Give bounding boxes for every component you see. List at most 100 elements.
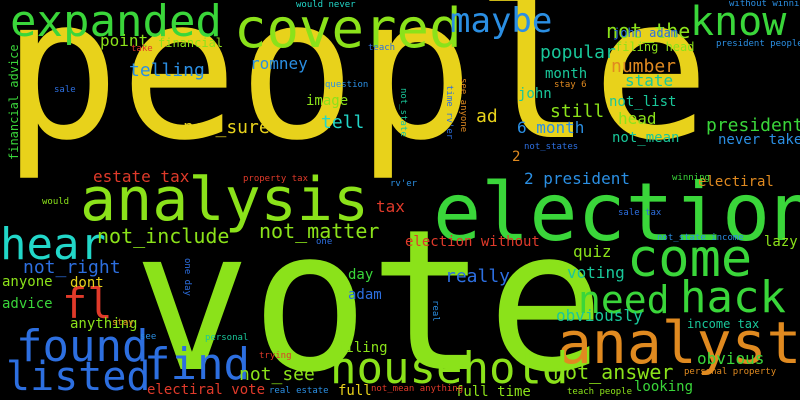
word: not_mean <box>612 130 680 146</box>
word: 2 <box>512 149 521 165</box>
word: dont <box>70 275 104 291</box>
word: see <box>140 332 157 342</box>
word: winning <box>672 173 710 183</box>
word: john <box>518 86 552 102</box>
word: lazy <box>764 234 798 250</box>
word: teach people <box>567 387 633 397</box>
word: trying <box>259 351 292 361</box>
word: know <box>690 0 787 45</box>
word: time rv'er <box>444 85 454 140</box>
word: tax <box>376 197 405 216</box>
word: maybe <box>450 1 553 41</box>
word: need <box>578 278 670 322</box>
word: anything <box>70 316 138 332</box>
word: electiral <box>698 174 774 190</box>
word: election without <box>405 234 540 250</box>
word: popular <box>540 42 616 63</box>
word: not_sure <box>183 117 270 138</box>
word: 2 president <box>524 169 630 188</box>
word: state <box>625 71 674 90</box>
word: 6 month <box>517 118 585 137</box>
word: ad <box>476 106 498 127</box>
word: point <box>100 31 149 50</box>
word: not_state income <box>657 233 744 243</box>
word: real <box>430 300 440 322</box>
word: anyone <box>2 274 53 290</box>
word: image <box>306 93 349 109</box>
word: stay <box>112 318 134 328</box>
word: never take <box>718 132 800 148</box>
word: would <box>42 197 70 207</box>
word: president <box>706 115 800 136</box>
word: voting <box>567 263 625 282</box>
word: not_right <box>23 257 121 278</box>
word: question <box>325 80 369 90</box>
word: really <box>445 266 511 287</box>
word: financial <box>158 36 224 50</box>
word: teach <box>368 43 396 53</box>
word: people <box>2 0 711 184</box>
word: romney <box>250 54 308 73</box>
word: election <box>433 166 800 259</box>
word: household <box>330 343 569 394</box>
word: not_include <box>97 224 230 248</box>
word: filing head <box>615 40 695 54</box>
word: find <box>144 339 250 390</box>
word: see anyone <box>458 78 468 133</box>
word: estate tax <box>93 167 190 186</box>
word: would never <box>296 0 356 10</box>
word: listed <box>6 354 151 400</box>
word: one day <box>182 258 192 296</box>
word: fl <box>62 279 113 328</box>
word: covered <box>234 0 462 60</box>
word: come <box>627 229 753 289</box>
word: still <box>550 101 605 122</box>
word: full time <box>455 384 531 400</box>
word: not_list <box>609 94 677 110</box>
word: without winning <box>729 0 800 9</box>
word: obvious <box>697 349 765 368</box>
word: analysis <box>80 165 369 235</box>
word: personal <box>205 333 249 343</box>
word: full <box>338 383 372 399</box>
word: not_see <box>239 364 315 385</box>
word: income tax <box>687 317 760 331</box>
word: sale <box>54 85 76 95</box>
word: found <box>16 321 149 372</box>
word: tell <box>321 112 365 133</box>
word: analyst <box>557 309 800 377</box>
word: personal property <box>684 367 777 377</box>
word: hear <box>0 219 106 270</box>
word: filing <box>337 340 388 356</box>
word: adam <box>348 287 382 303</box>
word: stay 6 <box>554 80 587 90</box>
word: head <box>618 109 657 128</box>
word: not_answer <box>553 360 674 384</box>
word: expanded <box>10 0 222 47</box>
word: property tax <box>243 174 309 184</box>
word: hack <box>680 272 786 323</box>
word: president people <box>716 39 800 49</box>
word: not_mean anything <box>371 384 464 394</box>
word: sale tax <box>618 208 662 218</box>
word: advice <box>2 296 53 312</box>
word: one <box>316 237 333 247</box>
word: john adam <box>613 26 679 40</box>
word: obviously <box>556 306 643 325</box>
word: not_states <box>524 142 579 152</box>
word: real estate <box>269 386 329 396</box>
word: take <box>131 44 153 54</box>
word: electiral vote <box>147 382 266 398</box>
word: not_matter <box>259 219 380 243</box>
word: rv'er <box>390 179 418 189</box>
word: not_the <box>606 19 691 43</box>
word: month <box>545 66 588 82</box>
word: number <box>611 56 677 77</box>
word: telling <box>129 60 205 81</box>
word: financial advice <box>7 44 21 160</box>
word: day <box>348 267 374 283</box>
word: vote <box>133 188 606 400</box>
word: quiz <box>573 242 612 261</box>
word: looking <box>634 379 694 395</box>
